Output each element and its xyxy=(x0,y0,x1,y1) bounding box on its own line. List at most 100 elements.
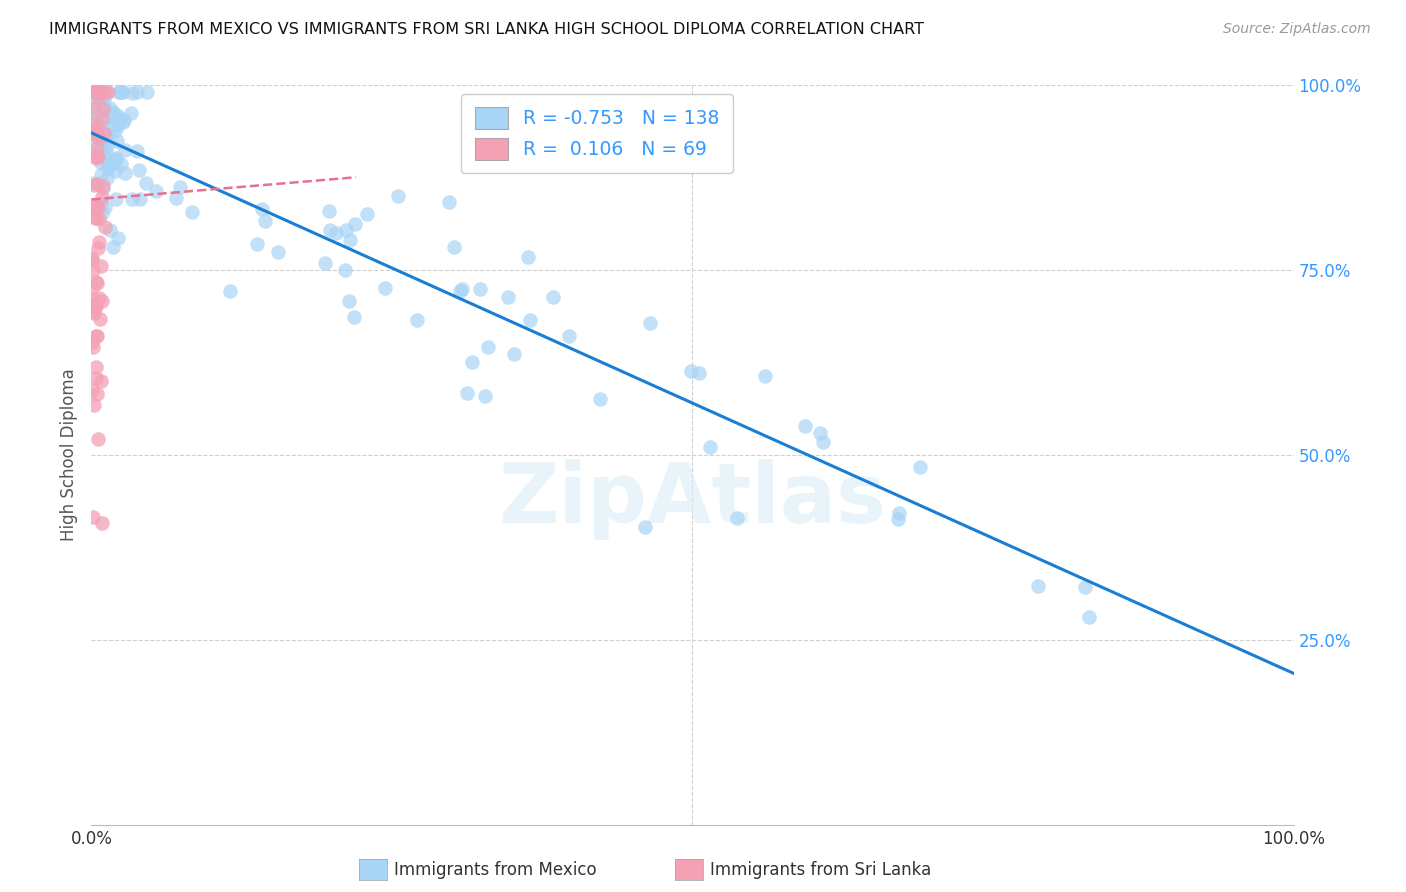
Point xyxy=(86,360,108,375)
Point xyxy=(343,310,366,325)
Point xyxy=(82,334,104,349)
Point xyxy=(1077,610,1099,624)
Point xyxy=(84,108,107,122)
Point xyxy=(91,149,114,163)
Point xyxy=(83,85,105,99)
Point xyxy=(451,282,474,296)
Text: ZipAtlas: ZipAtlas xyxy=(499,458,886,540)
Point xyxy=(93,89,115,103)
Point xyxy=(82,116,104,130)
Point xyxy=(96,170,118,185)
Point xyxy=(91,85,114,99)
Point xyxy=(80,281,103,295)
Point xyxy=(107,117,129,131)
Point xyxy=(82,202,104,217)
Point xyxy=(89,312,111,326)
Point xyxy=(86,128,108,143)
Point xyxy=(94,85,117,99)
Point xyxy=(688,367,710,381)
Point xyxy=(468,282,491,296)
Point xyxy=(86,120,108,134)
Point xyxy=(449,284,471,298)
Point xyxy=(91,293,114,308)
Point xyxy=(93,126,115,140)
Point xyxy=(108,112,131,126)
Point xyxy=(82,85,104,99)
Point xyxy=(84,120,107,134)
Text: Immigrants from Mexico: Immigrants from Mexico xyxy=(394,861,596,879)
Point xyxy=(356,207,378,221)
Point xyxy=(439,194,461,209)
Point xyxy=(93,119,115,133)
Point xyxy=(96,85,118,99)
Point xyxy=(343,217,366,231)
Point xyxy=(83,85,105,99)
Point xyxy=(114,143,136,157)
Point xyxy=(87,95,110,109)
Point xyxy=(82,251,104,265)
Point xyxy=(89,85,111,99)
Point xyxy=(335,223,357,237)
Point xyxy=(250,202,273,216)
Point xyxy=(496,290,519,304)
Point xyxy=(83,204,105,219)
Point xyxy=(84,149,107,163)
Point xyxy=(86,85,108,99)
Point xyxy=(679,364,702,378)
Point xyxy=(114,167,136,181)
Point xyxy=(98,101,121,115)
Point xyxy=(120,106,142,120)
Point xyxy=(93,85,115,99)
Point xyxy=(97,127,120,141)
Point xyxy=(87,151,110,165)
Point xyxy=(90,144,112,158)
Point xyxy=(83,176,105,190)
Point xyxy=(793,419,815,434)
Point xyxy=(90,259,112,273)
Point xyxy=(887,506,910,520)
Point xyxy=(112,112,135,127)
Point xyxy=(519,313,541,327)
Point xyxy=(374,281,396,295)
Point xyxy=(82,198,104,212)
Point xyxy=(111,85,134,99)
Point xyxy=(128,163,150,178)
Point xyxy=(107,85,129,99)
Point xyxy=(101,104,124,119)
Point xyxy=(87,85,110,99)
Point xyxy=(94,200,117,214)
Point xyxy=(84,329,107,343)
Point xyxy=(83,303,105,318)
Point xyxy=(169,180,191,194)
Point xyxy=(110,157,132,171)
Point xyxy=(86,276,108,290)
Legend: R = -0.753   N = 138, R =  0.106   N = 69: R = -0.753 N = 138, R = 0.106 N = 69 xyxy=(461,95,733,173)
Point xyxy=(84,128,107,142)
Point xyxy=(110,85,132,99)
Point xyxy=(339,294,361,309)
Point xyxy=(456,385,478,400)
Point xyxy=(387,189,409,203)
Point xyxy=(1074,580,1097,594)
Point xyxy=(111,115,134,129)
Point xyxy=(86,178,108,192)
Point xyxy=(135,85,157,99)
Point xyxy=(94,220,117,235)
Point xyxy=(98,222,121,236)
Point xyxy=(121,86,143,100)
Point xyxy=(589,392,612,406)
Point xyxy=(105,119,128,133)
Point xyxy=(82,91,104,105)
Y-axis label: High School Diploma: High School Diploma xyxy=(59,368,77,541)
Point xyxy=(93,179,115,194)
Point xyxy=(125,144,148,158)
Point xyxy=(145,184,167,198)
Point xyxy=(93,85,115,99)
Point xyxy=(105,134,128,148)
Point xyxy=(82,263,104,277)
Point xyxy=(128,192,150,206)
Point xyxy=(82,298,104,312)
Point xyxy=(90,94,112,108)
Point xyxy=(86,432,108,446)
Point xyxy=(90,374,112,388)
